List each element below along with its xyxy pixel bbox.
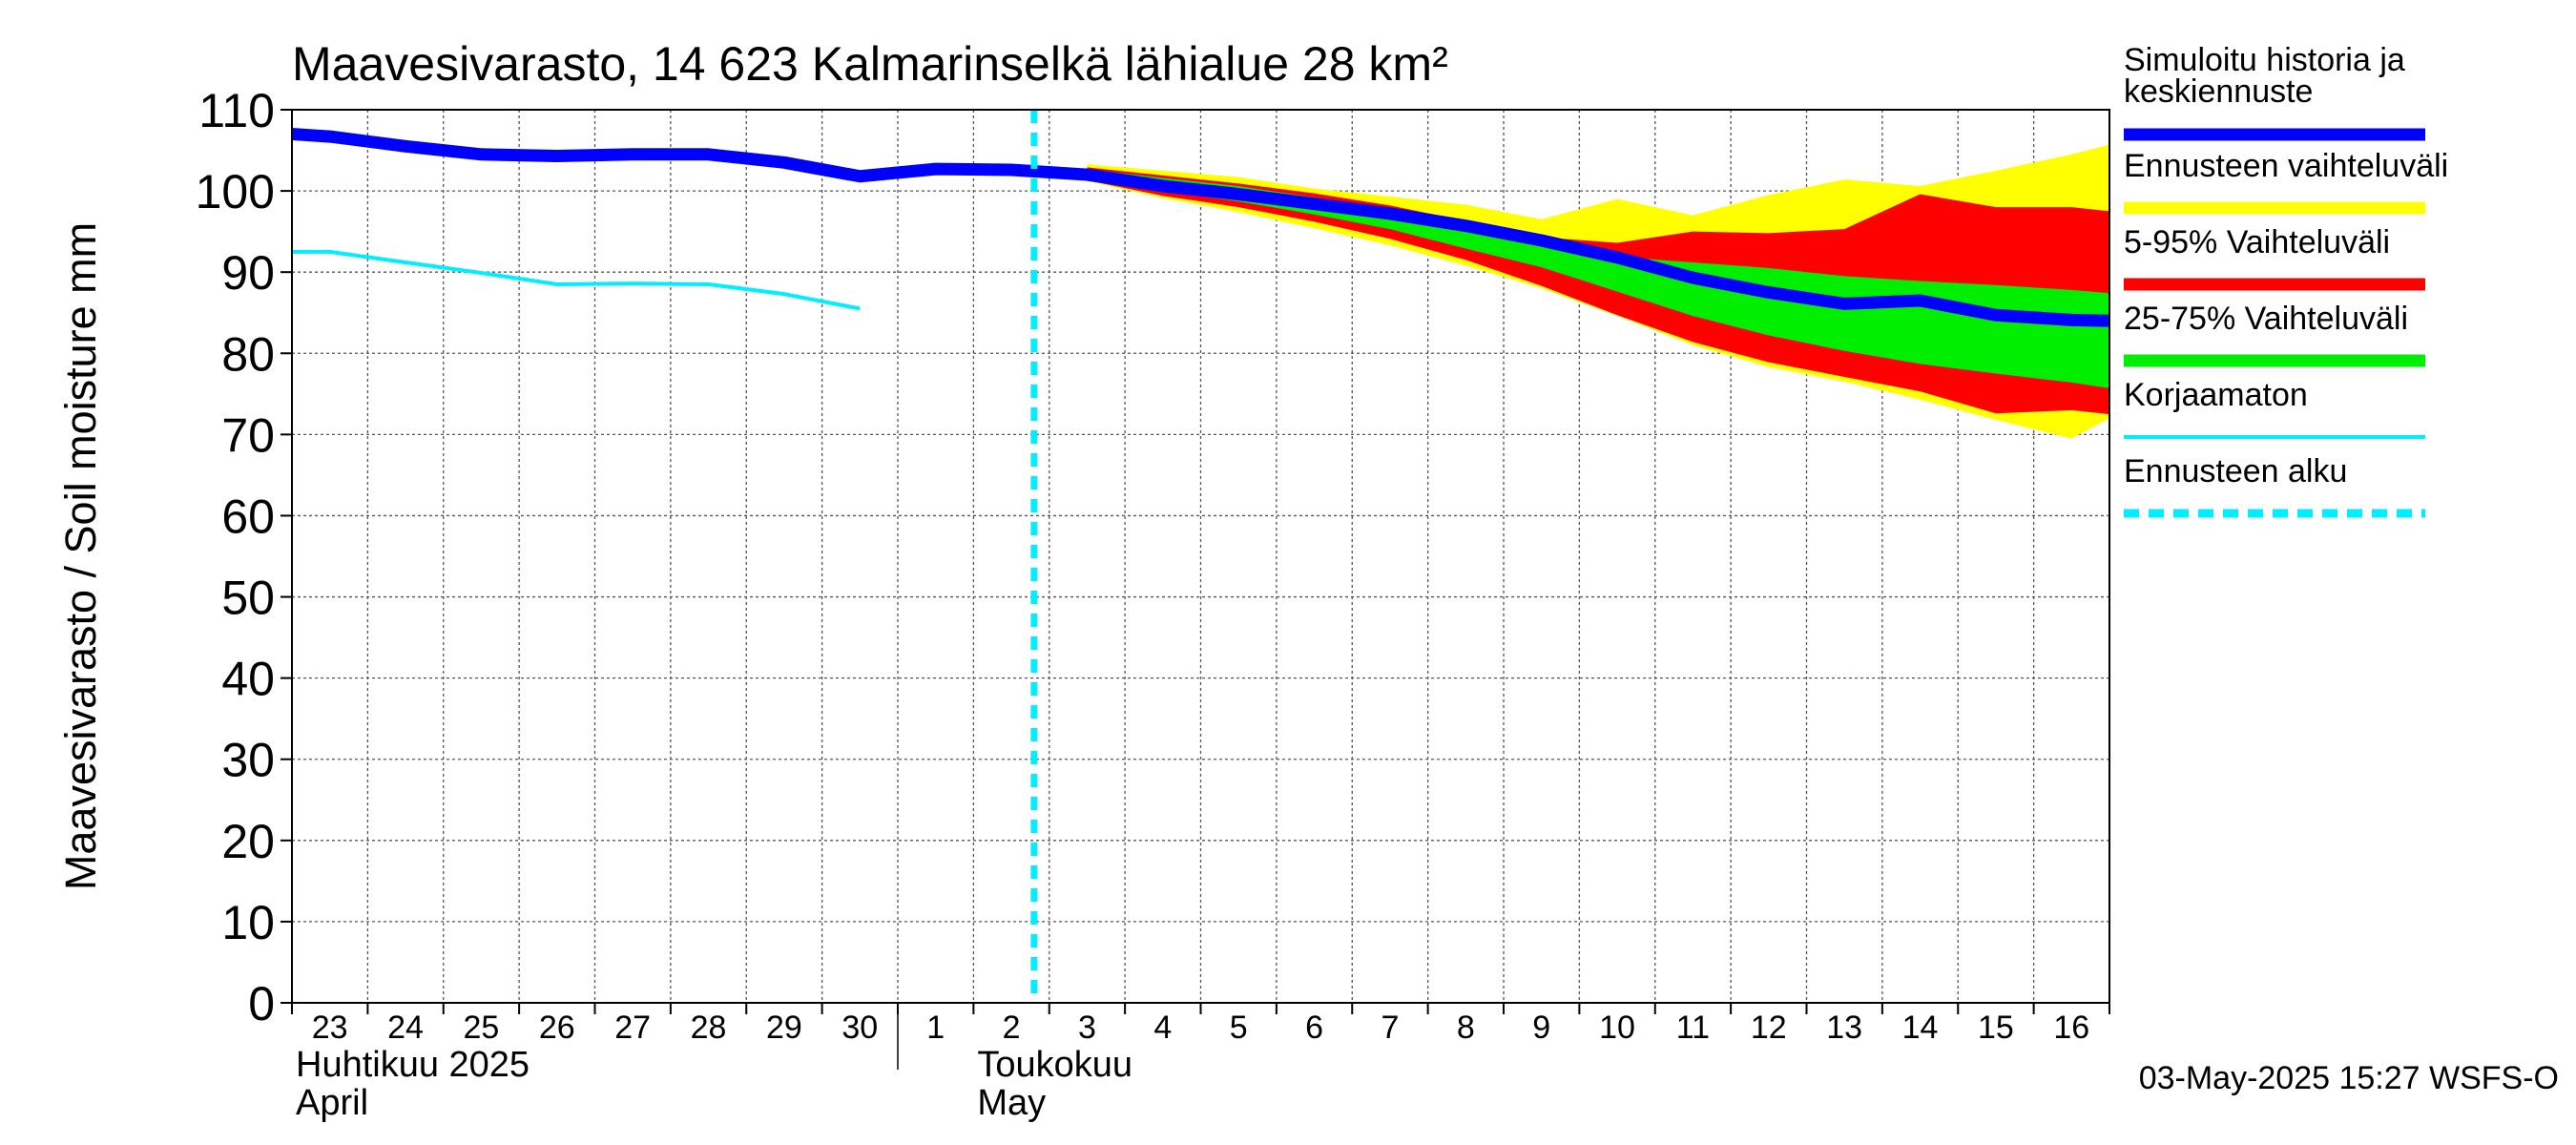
month-label: Toukokuu: [977, 1045, 1132, 1085]
y-tick-label: 0: [248, 977, 275, 1030]
x-tick-label: 25: [464, 1010, 500, 1046]
x-tick-label: 11: [1676, 1010, 1710, 1046]
x-tick-label: 23: [312, 1010, 348, 1046]
y-tick-label: 60: [221, 489, 275, 543]
legend-label: Ennusteen vaihteluväli: [2124, 148, 2448, 184]
y-tick-label: 90: [221, 246, 275, 300]
x-tick-label: 7: [1381, 1010, 1399, 1046]
x-tick-label: 5: [1230, 1010, 1248, 1046]
x-tick-label: 8: [1457, 1010, 1475, 1046]
x-tick-label: 9: [1532, 1010, 1550, 1046]
forecast-bands: [1087, 144, 2109, 439]
legend-label: Simuloitu historia ja: [2124, 42, 2405, 78]
gridlines: [292, 110, 2109, 1003]
series-lines: [292, 128, 2109, 327]
legend-label: Korjaamaton: [2124, 377, 2308, 413]
legend-label: 5-95% Vaihteluväli: [2124, 224, 2390, 260]
y-tick-label: 50: [221, 572, 275, 625]
line-korjaamaton: [292, 249, 861, 311]
x-tick-label: 27: [614, 1010, 651, 1046]
legend-label: keskiennuste: [2124, 73, 2313, 110]
month-label-en: May: [977, 1083, 1046, 1123]
x-tick-label: 24: [387, 1010, 424, 1046]
y-axis-label: Maavesivarasto / Soil moisture mm: [56, 222, 105, 890]
legend-label: Ennusteen alku: [2124, 453, 2347, 489]
x-tick-label: 1: [926, 1010, 945, 1046]
chart-title: Maavesivarasto, 14 623 Kalmarinselkä läh…: [292, 37, 1448, 91]
x-tick-label: 15: [1978, 1010, 2014, 1046]
y-tick-label: 100: [196, 165, 275, 219]
y-axis: 0 10 20 30 40 50 60 70 80 90 100 110: [196, 84, 292, 1030]
x-axis: 23 24 25 26 27 28 29 30 1 2 3 4 5 6 7 8 9 10 11 12 13 14 15 16H…: [291, 1003, 2110, 1123]
x-tick-label: 4: [1153, 1010, 1172, 1046]
y-tick-label: 20: [221, 815, 275, 868]
x-tick-label: 10: [1599, 1010, 1635, 1046]
x-tick-label: 28: [691, 1010, 727, 1046]
x-tick-label: 26: [539, 1010, 575, 1046]
x-tick-label: 3: [1078, 1010, 1096, 1046]
y-tick-label: 70: [221, 408, 275, 462]
y-tick-label: 10: [221, 896, 275, 949]
y-tick-label: 30: [221, 734, 275, 787]
y-tick-label: 40: [221, 653, 275, 706]
month-label-en: April: [296, 1083, 368, 1123]
line-simuloitu-historia-ja-keskiennuste: [292, 128, 2109, 327]
y-tick-label: 110: [198, 84, 275, 137]
x-tick-label: 6: [1305, 1010, 1323, 1046]
y-tick-label: 80: [221, 327, 275, 381]
month-label: Huhtikuu 2025: [296, 1045, 530, 1085]
x-tick-label: 12: [1751, 1010, 1787, 1046]
x-tick-label: 16: [2053, 1010, 2089, 1046]
x-tick-label: 13: [1826, 1010, 1862, 1046]
x-tick-label: 2: [1003, 1010, 1021, 1046]
band-25-75-vaihteluv-li: [1087, 169, 2109, 388]
timestamp: 03-May-2025 15:27 WSFS-O: [2139, 1060, 2559, 1096]
x-tick-label: 30: [841, 1010, 878, 1046]
x-tick-label: 29: [766, 1010, 802, 1046]
legend-label: 25-75% Vaihteluväli: [2124, 301, 2408, 337]
x-tick-label: 14: [1902, 1010, 1939, 1046]
